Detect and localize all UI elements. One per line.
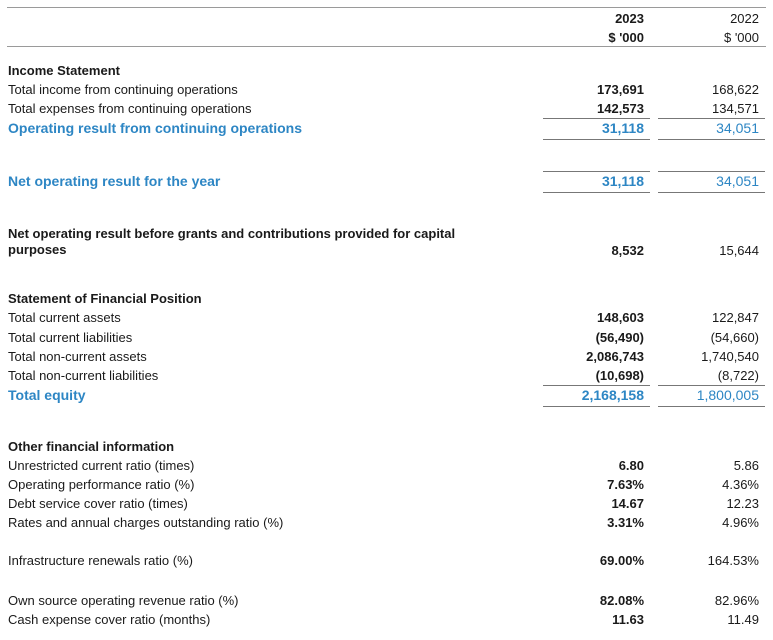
column-header-2023: 2023 $ '000 — [545, 9, 644, 47]
table-row: Own source operating revenue ratio (%) 8… — [8, 593, 759, 608]
underline — [658, 118, 765, 119]
underline — [658, 139, 765, 140]
underline — [543, 139, 650, 140]
table-row-net-result: Net operating result for the year 31,118… — [8, 173, 759, 189]
column-header-2022: 2022 $ '000 — [660, 9, 759, 47]
underline — [658, 171, 765, 172]
underline — [658, 192, 765, 193]
section-heading-income: Income Statement — [8, 63, 120, 78]
table-row-net-before-grants: Net operating result before grants and c… — [8, 226, 759, 258]
underline — [658, 406, 765, 407]
header-rule — [7, 46, 766, 47]
table-row: Cash expense cover ratio (months) 11.63 … — [8, 612, 759, 627]
underline — [543, 118, 650, 119]
year-2022: 2022 — [730, 11, 759, 26]
table-row: Infrastructure renewals ratio (%) 69.00%… — [8, 553, 759, 568]
underline — [543, 192, 650, 193]
table-row-total-equity: Total equity 2,168,158 1,800,005 — [8, 387, 759, 403]
table-row-operating-result: Operating result from continuing operati… — [8, 120, 759, 136]
table-row: Total expenses from continuing operation… — [8, 101, 759, 116]
section-heading-other-info: Other financial information — [8, 439, 175, 454]
unit-2023: $ '000 — [608, 30, 644, 45]
table-row: Unrestricted current ratio (times) 6.80 … — [8, 458, 759, 473]
underline — [658, 385, 765, 386]
table-row: Operating performance ratio (%) 7.63% 4.… — [8, 477, 759, 492]
year-2023: 2023 — [615, 11, 644, 26]
table-row: Rates and annual charges outstanding rat… — [8, 515, 759, 530]
section-heading-financial-position: Statement of Financial Position — [8, 291, 202, 306]
table-row: Total current assets 148,603 122,847 — [8, 310, 759, 325]
table-row: Debt service cover ratio (times) 14.67 1… — [8, 496, 759, 511]
underline — [543, 171, 650, 172]
table-row: Total income from continuing operations … — [8, 82, 759, 97]
table-row: Total non-current assets 2,086,743 1,740… — [8, 349, 759, 364]
top-rule — [7, 7, 766, 8]
unit-2022: $ '000 — [723, 30, 759, 45]
table-row: Total non-current liabilities (10,698) (… — [8, 368, 759, 383]
table-row: Total current liabilities (56,490) (54,6… — [8, 330, 759, 345]
underline — [543, 406, 650, 407]
underline — [543, 385, 650, 386]
